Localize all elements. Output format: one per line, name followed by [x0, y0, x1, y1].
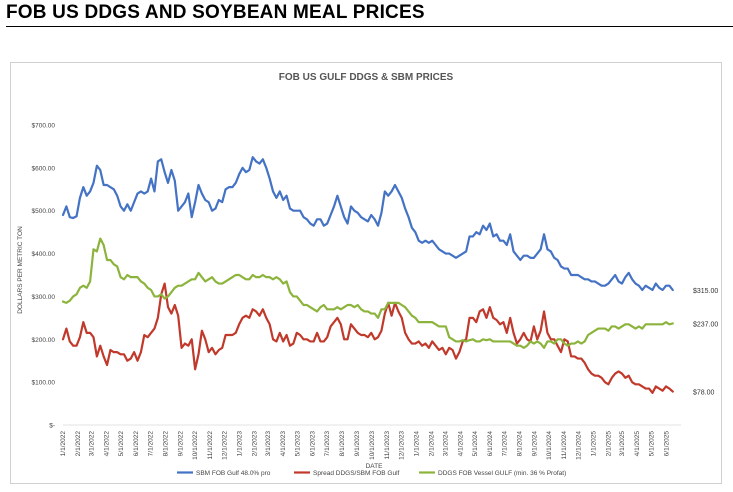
y-tick-label: $500.00 [32, 208, 56, 215]
x-tick-label: 1/1/2024 [413, 431, 420, 457]
series-end-label: $315.00 [693, 288, 718, 295]
x-tick-label: 3/1/2025 [619, 431, 626, 457]
x-axis: 1/1/2022 2/1/2022 3/1/2022 4/1/2022 5/1/2022… [60, 424, 681, 460]
x-tick-label: 5/1/2024 [472, 431, 479, 457]
x-tick-label: 10/1/2023 [369, 431, 376, 460]
x-tick-label: 2/1/2023 [252, 431, 259, 457]
x-tick-label: 5/1/2025 [648, 431, 655, 457]
x-tick-label: 3/1/2022 [89, 431, 96, 457]
x-tick-label: 12/1/2024 [575, 431, 582, 460]
x-tick-label: 2/1/2022 [75, 431, 82, 457]
x-tick-label: 7/1/2024 [501, 431, 508, 457]
y-tick-label: $- [49, 423, 55, 430]
x-tick-label: 1/1/2022 [60, 431, 67, 457]
x-tick-label: 8/1/2024 [516, 431, 523, 457]
legend-item-label: DDGS FOB Vessel GULF (min. 36 % Profat) [438, 470, 566, 477]
series-line-sbm-fob-gulf-48-0-pro [61, 156, 674, 292]
x-tick-label: 5/1/2023 [295, 431, 302, 457]
y-axis: $- $100.00 $200.00 $300.00 $400.00 $500.00 $60… [32, 123, 56, 430]
x-tick-label: 6/1/2025 [663, 431, 670, 457]
x-tick-label: 11/1/2024 [561, 431, 568, 460]
x-tick-label: 10/1/2024 [546, 431, 553, 460]
series-end-label: $78.00 [693, 390, 715, 397]
x-tick-label: 7/1/2023 [324, 431, 331, 457]
x-tick-label: 4/1/2022 [104, 431, 111, 457]
x-tick-label: 4/1/2025 [634, 431, 641, 457]
series-layer [61, 156, 674, 394]
x-tick-label: 1/1/2025 [590, 431, 597, 457]
y-tick-label: $400.00 [32, 251, 56, 258]
x-tick-label: 3/1/2024 [442, 431, 449, 457]
x-tick-label: 6/1/2024 [487, 431, 494, 457]
x-tick-label: 7/1/2022 [148, 431, 155, 457]
x-tick-label: 12/1/2023 [398, 431, 405, 460]
series-end-label: $237.00 [693, 321, 718, 328]
x-tick-label: 2/1/2024 [428, 431, 435, 457]
y-tick-label: $200.00 [32, 337, 56, 344]
x-tick-label: 9/1/2022 [178, 431, 185, 457]
legend-item-label: SBM FOB Gulf 48.0% pro [196, 470, 271, 477]
x-tick-label: 6/1/2023 [310, 431, 317, 457]
y-axis-label: DOLLARS PER METRIC TON [17, 226, 24, 314]
x-tick-label: 2/1/2025 [605, 431, 612, 457]
x-tick-label: 11/1/2023 [384, 431, 391, 460]
x-tick-label: 3/1/2023 [265, 431, 272, 457]
x-tick-label: 4/1/2024 [457, 431, 464, 457]
x-tick-label: 1/1/2023 [237, 431, 244, 457]
title-rule [6, 26, 733, 27]
end-labels: $315.00 $78.00 $237.00 [693, 288, 718, 397]
x-tick-label: 9/1/2023 [354, 431, 361, 457]
x-tick-label: 11/1/2022 [207, 431, 214, 460]
x-tick-label: 5/1/2022 [118, 431, 125, 457]
legend: SBM FOB Gulf 48.0% pro Spread DDGS/SBM FO… [177, 470, 566, 477]
x-tick-label: 4/1/2023 [280, 431, 287, 457]
x-tick-label: 10/1/2022 [192, 431, 199, 460]
y-tick-label: $100.00 [32, 380, 56, 387]
y-tick-label: $600.00 [32, 165, 56, 172]
x-tick-label: 9/1/2024 [531, 431, 538, 457]
chart-frame: FOB US GULF DDGS & SBM PRICES DOLLARS PE… [10, 62, 722, 484]
x-axis-label: DATE [366, 463, 384, 470]
y-tick-label: $300.00 [32, 294, 56, 301]
y-tick-label: $700.00 [32, 123, 56, 130]
x-tick-label: 8/1/2023 [339, 431, 346, 457]
line-chart: FOB US GULF DDGS & SBM PRICES DOLLARS PE… [17, 72, 718, 477]
series-line-spread-ddgs-sbm-fob-gulf [61, 282, 674, 394]
series-line-ddgs-fob-vessel-gulf-min-36-profat [61, 237, 674, 349]
page-title: FOB US DDGS AND SOYBEAN MEAL PRICES [6, 2, 425, 23]
legend-item-label: Spread DDGS/SBM FOB Gulf [313, 470, 400, 477]
chart-title: FOB US GULF DDGS & SBM PRICES [279, 72, 454, 83]
x-tick-label: 8/1/2022 [163, 431, 170, 457]
x-tick-label: 12/1/2022 [222, 431, 229, 460]
x-tick-label: 6/1/2022 [133, 431, 140, 457]
